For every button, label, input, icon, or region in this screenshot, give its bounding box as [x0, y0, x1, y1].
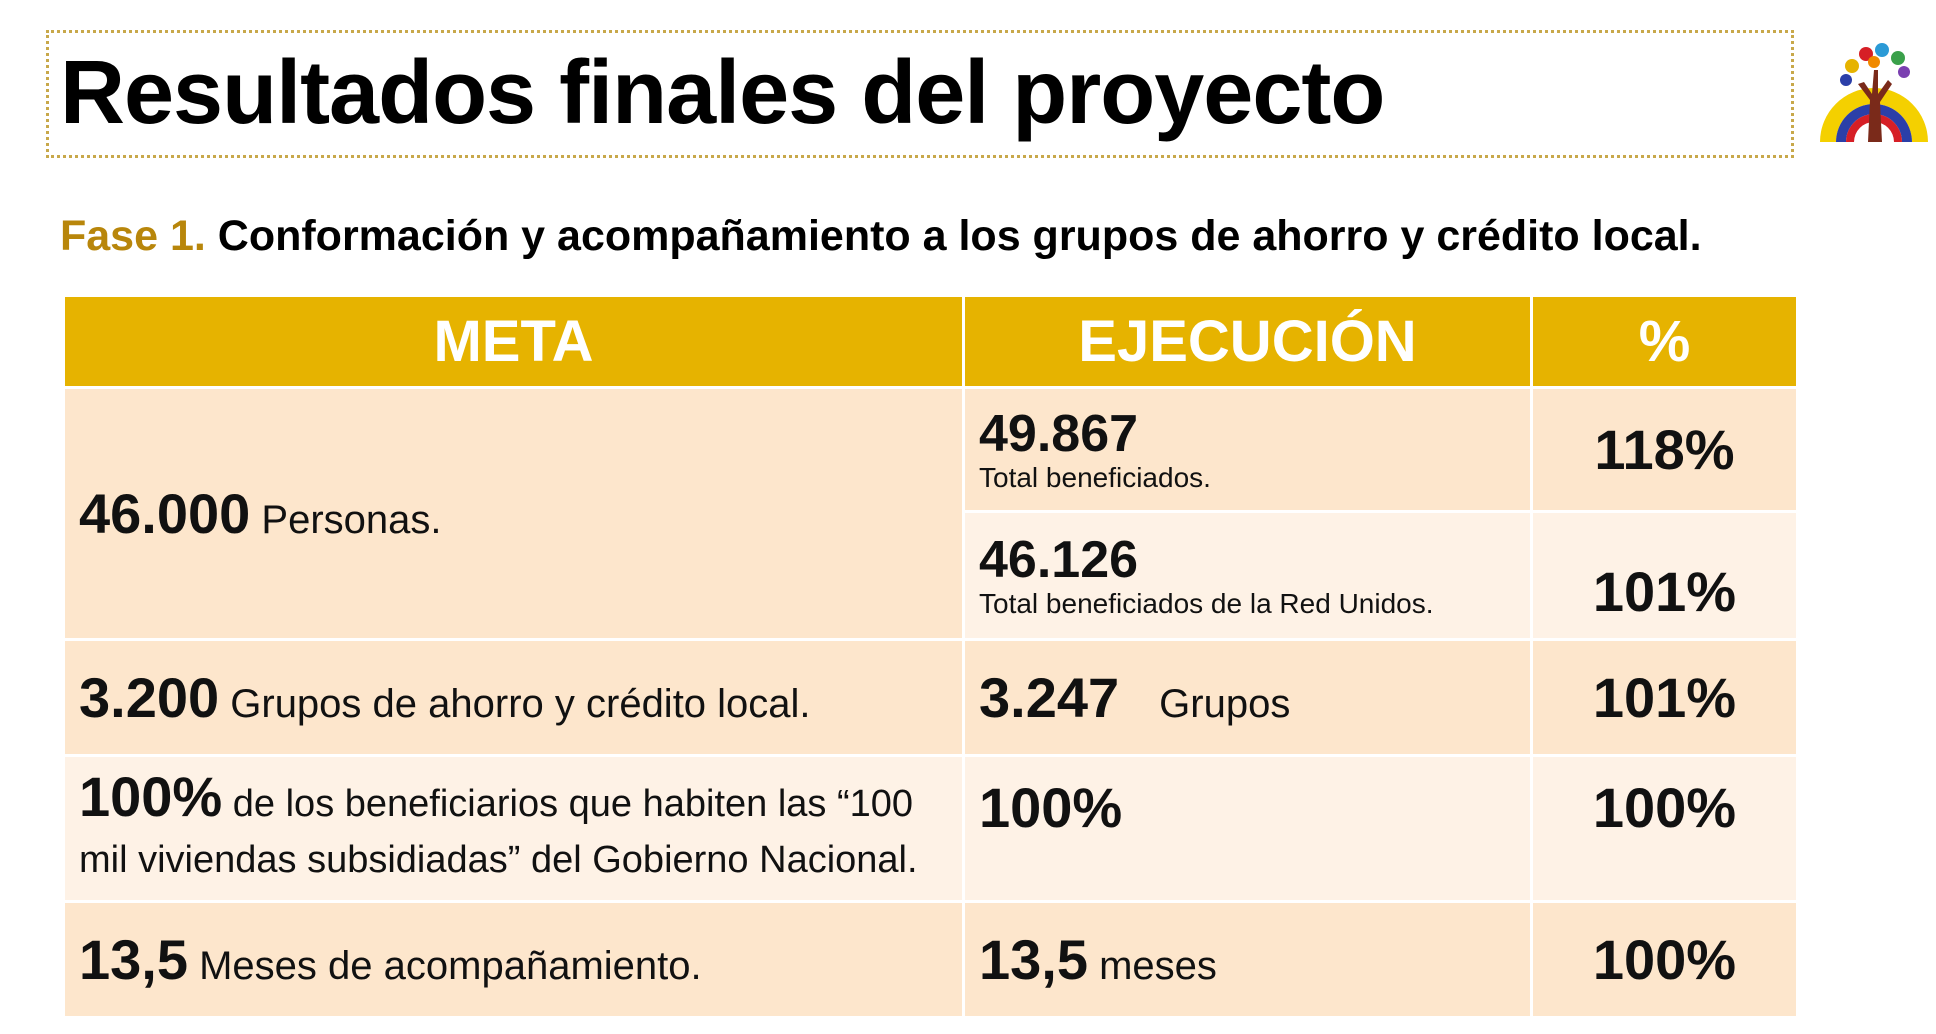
percent-cell: 100% [1530, 900, 1799, 1019]
header-meta: META [62, 294, 965, 389]
phase-subtitle: Fase 1. Conformación y acompañamiento a … [60, 208, 1702, 264]
table-header-row: META EJECUCIÓN % [62, 294, 1799, 389]
exec-text: Grupos [1159, 682, 1291, 726]
page-title: Resultados finales del proyecto [60, 43, 1385, 143]
meta-cell: 13,5 Meses de acompañamiento. [62, 900, 965, 1019]
exec-note: Total beneficiados de la Red Unidos. [979, 587, 1434, 619]
exec-value: 3.247 [979, 666, 1120, 729]
exec-cell: 49.867 Total beneficiados. [962, 386, 1533, 513]
meta-value: 3.200 [79, 666, 220, 729]
percent-cell: 118% [1530, 386, 1799, 513]
exec-value: 100% [979, 776, 1123, 839]
meta-cell: 3.200 Grupos de ahorro y crédito local. [62, 638, 965, 757]
exec-cell: 100% [962, 754, 1533, 903]
percent-cell: 101% [1530, 510, 1799, 641]
percent-cell: 100% [1530, 754, 1799, 903]
exec-value: 46.126 [979, 530, 1139, 589]
phase-description: Conformación y acompañamiento a los grup… [205, 212, 1702, 260]
meta-cell: 100% de los beneficiarios que habiten la… [62, 754, 965, 903]
meta-value: 46.000 [79, 482, 251, 545]
exec-value: 49.867 [979, 404, 1139, 463]
exec-note: Total beneficiados. [979, 461, 1211, 493]
meta-value: 13,5 [79, 928, 188, 991]
meta-text: de los beneficiarios que habiten las “10… [79, 783, 918, 881]
results-table: META EJECUCIÓN % 46.000 Personas. 49.867… [62, 294, 1799, 1019]
tree-rainbow-logo-icon [1820, 43, 1928, 142]
meta-text: Meses de acompañamiento. [188, 944, 702, 988]
percent-cell: 101% [1530, 638, 1799, 757]
table-row: 46.000 Personas. 49.867 Total beneficiad… [62, 386, 1799, 641]
table-row: 100% de los beneficiarios que habiten la… [62, 754, 1799, 903]
exec-cell: 13,5 meses [962, 900, 1533, 1019]
exec-cell: 46.126 Total beneficiados de la Red Unid… [962, 510, 1533, 641]
exec-text: meses [1088, 944, 1217, 988]
table-row: 46.126 Total beneficiados de la Red Unid… [64, 510, 1799, 641]
meta-value: 100% [79, 765, 223, 828]
meta-text: Personas. [250, 498, 442, 542]
header-ejecucion: EJECUCIÓN [962, 294, 1533, 389]
phase-label: Fase 1. [60, 212, 206, 260]
meta-cell: 46.000 Personas. [62, 386, 965, 641]
table-row: 3.200 Grupos de ahorro y crédito local. … [62, 638, 1799, 757]
meta-text: Grupos de ahorro y crédito local. [219, 682, 811, 726]
header-percent: % [1530, 294, 1799, 389]
exec-cell: 3.247 Grupos [962, 638, 1533, 757]
exec-value: 13,5 [979, 928, 1088, 991]
table-row: 13,5 Meses de acompañamiento. 13,5 meses… [62, 900, 1799, 1019]
title-frame [46, 30, 1794, 158]
